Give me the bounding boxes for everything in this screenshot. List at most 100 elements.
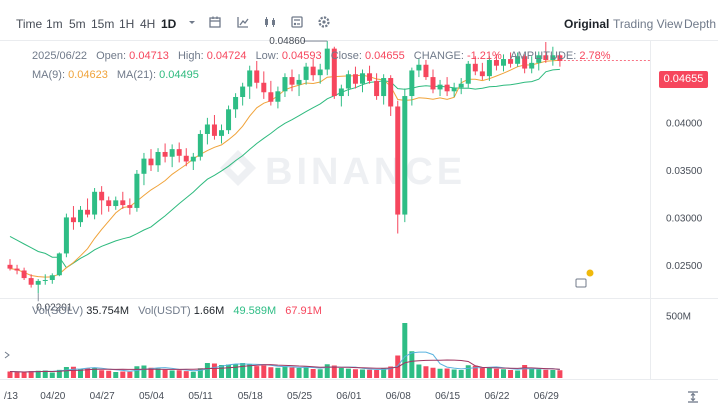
- volume-bar: [324, 364, 330, 378]
- view-tradingview-tab[interactable]: Trading View: [613, 17, 683, 31]
- change-value: -1.21%: [466, 50, 502, 62]
- volume-bar: [515, 370, 521, 378]
- amplitude-value: 2.78%: [579, 50, 611, 62]
- candle-body: [501, 59, 506, 66]
- volume-bar: [63, 367, 69, 378]
- volume-bar: [169, 370, 175, 378]
- candle-body: [303, 66, 309, 80]
- candle-body: [85, 209, 91, 215]
- x-tick-label: 05/11: [188, 391, 213, 402]
- candle-body: [169, 149, 175, 157]
- view-original-tab[interactable]: Original: [564, 17, 610, 31]
- volume-bar: [254, 366, 260, 378]
- candle-body: [458, 83, 464, 88]
- candle-body: [78, 209, 83, 223]
- volume-bar: [345, 368, 351, 378]
- open-label: Open:: [96, 50, 127, 62]
- candle-body: [360, 73, 365, 84]
- x-tick-label: 05/25: [287, 391, 312, 402]
- time-label: Time: [16, 17, 43, 31]
- ma9-label: MA(9):: [32, 69, 65, 81]
- vol-solv-label: Vol(SOLV): [32, 305, 84, 317]
- candle-body: [49, 275, 55, 280]
- candle-body: [479, 71, 485, 77]
- volume-bar: [317, 369, 323, 378]
- view-depth-tab[interactable]: Depth: [684, 17, 717, 31]
- low-label: Low:: [255, 50, 279, 62]
- volume-bar: [127, 371, 133, 378]
- ma9-value: 0.04623: [68, 69, 108, 81]
- interval-1h[interactable]: 1H: [119, 17, 135, 31]
- volume-bar: [268, 367, 274, 378]
- candle-body: [148, 158, 154, 166]
- candle-body: [197, 133, 203, 157]
- candle-body: [42, 279, 48, 281]
- volume-bar: [155, 368, 161, 378]
- candle-body: [338, 88, 344, 97]
- volume-ma-short-line: [9, 351, 560, 373]
- volume-bar: [28, 371, 34, 378]
- chevron-down-icon[interactable]: [184, 14, 200, 30]
- x-tick-label: /13: [4, 391, 18, 402]
- interval-5m[interactable]: 5m: [69, 17, 86, 31]
- indicator-icon[interactable]: [235, 14, 251, 30]
- candle-body: [219, 130, 224, 136]
- candle-body: [536, 55, 542, 63]
- volume-bar: [522, 365, 528, 378]
- volume-bar: [409, 351, 415, 378]
- candle-body: [515, 56, 521, 64]
- axis-scale-icon[interactable]: [686, 390, 700, 404]
- volume-bar: [374, 370, 380, 378]
- volume-bar: [197, 368, 203, 378]
- interval-15m[interactable]: 15m: [91, 17, 115, 31]
- volume-bar: [486, 367, 492, 378]
- amplitude-label: AMPLITUDE:: [510, 50, 577, 62]
- volume-bar: [381, 368, 387, 378]
- candle-body: [331, 48, 337, 97]
- vol-solv-value: 35.754M: [86, 305, 130, 317]
- min-annotation-label: 0.02201: [36, 302, 73, 313]
- volume-bar: [458, 370, 464, 378]
- candle-body: [451, 87, 457, 92]
- calendar-icon[interactable]: [207, 14, 223, 30]
- close-value: 0.04655: [364, 50, 405, 62]
- candle-body: [240, 86, 246, 97]
- candle-body: [56, 253, 62, 276]
- volume-bar: [162, 369, 168, 378]
- interval-1d[interactable]: 1D: [161, 17, 177, 31]
- candle-body: [508, 59, 514, 64]
- ohlc-legend: 2025/06/22 Open: 0.04713 High: 0.04724 L…: [32, 50, 611, 62]
- volume-bar: [113, 372, 119, 378]
- y-tick-label: 0.02500: [666, 261, 703, 272]
- candle-type-icon[interactable]: [262, 14, 278, 30]
- volume-y-tick-label: 500M: [666, 312, 691, 323]
- volume-bar: [493, 368, 499, 378]
- volume-bar: [557, 370, 563, 378]
- candle-body: [388, 78, 394, 107]
- candle-body: [409, 70, 415, 97]
- interval-1m[interactable]: 1m: [46, 17, 63, 31]
- interval-4h[interactable]: 4H: [140, 17, 156, 31]
- candle-body: [113, 200, 119, 207]
- volume-bar: [261, 365, 267, 378]
- volume-bar: [388, 366, 394, 378]
- candle-body: [296, 79, 302, 85]
- candle-body: [141, 158, 147, 174]
- candle-body: [317, 69, 323, 76]
- template-icon[interactable]: [289, 14, 305, 30]
- vol-ma1-value: 49.589M: [233, 305, 277, 317]
- high-label: High:: [177, 50, 204, 62]
- candle-body: [7, 264, 13, 269]
- ohlc-date: 2025/06/22: [32, 50, 88, 62]
- volume-bar: [550, 370, 556, 378]
- settings-icon[interactable]: [316, 14, 332, 30]
- y-tick-label: 0.03500: [666, 166, 703, 177]
- candle-body: [35, 280, 41, 285]
- volume-bar: [141, 365, 147, 378]
- x-tick-label: 04/27: [90, 391, 115, 402]
- volume-bar: [219, 365, 224, 378]
- x-tick-label: 06/29: [534, 391, 559, 402]
- candle-body: [557, 55, 563, 61]
- volume-bar: [479, 367, 485, 378]
